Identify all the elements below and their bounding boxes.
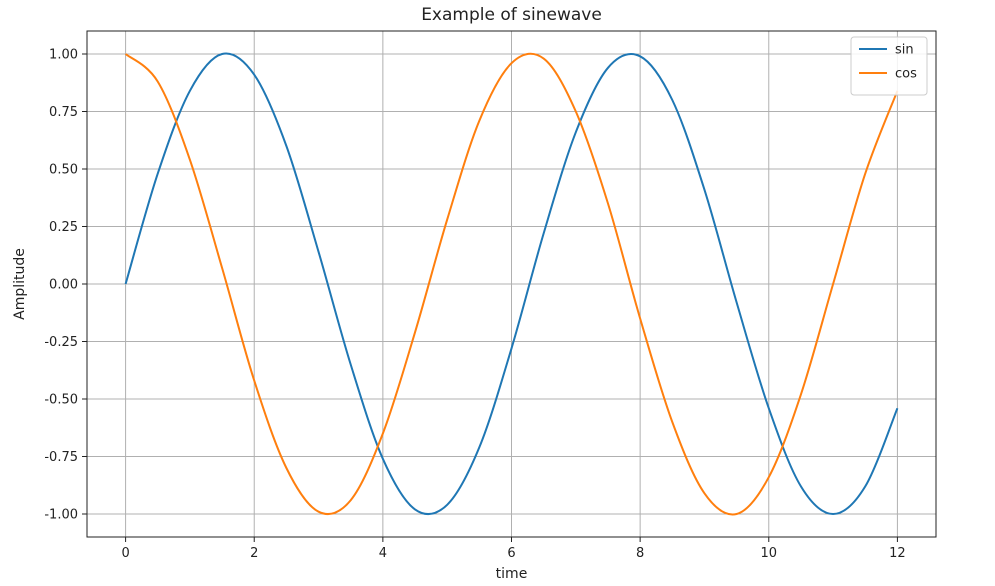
y-tick-label: 1.00 (49, 48, 78, 63)
y-tick-label: 0.75 (49, 105, 78, 120)
legend-box (850, 36, 928, 96)
y-tick-label: 0.50 (49, 163, 78, 178)
x-axis-ticks: 0 2 4 6 8 10 12 (121, 537, 906, 561)
grid-lines (87, 31, 936, 537)
chart-title: Example of sinewave (421, 5, 602, 25)
series-line-sin (124, 52, 899, 516)
y-tick-label: -0.25 (44, 335, 78, 350)
x-tick-label: 0 (121, 546, 129, 561)
y-axis-title: Amplitude (12, 248, 28, 320)
x-tick-label: 10 (760, 546, 777, 561)
x-tick-label: 12 (889, 546, 906, 561)
x-tick-label: 6 (507, 546, 515, 561)
legend-label-sin: sin (895, 43, 914, 58)
y-tick-label: -0.50 (44, 393, 78, 408)
x-axis-title: time (496, 566, 528, 582)
y-tick-label: 0.00 (49, 278, 78, 293)
x-tick-label: 2 (250, 546, 258, 561)
series-lines (124, 52, 899, 516)
legend-label-cos: cos (895, 67, 917, 82)
y-axis-ticks: 1.00 0.75 0.50 0.25 0.00 -0.25 -0.50 -0.75 -1.00 (44, 48, 87, 523)
legend: sin cos (850, 36, 928, 96)
x-tick-label: 8 (636, 546, 644, 561)
x-tick-label: 4 (379, 546, 387, 561)
series-line-cos (124, 52, 899, 516)
y-tick-label: -0.75 (44, 450, 78, 465)
y-tick-label: -1.00 (44, 508, 78, 523)
y-tick-label: 0.25 (49, 220, 78, 235)
